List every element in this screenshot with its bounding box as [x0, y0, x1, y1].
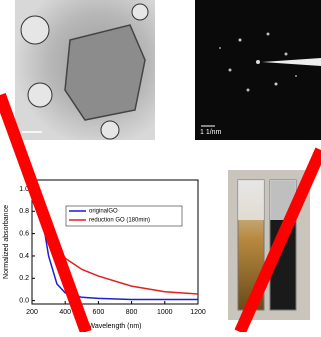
y-axis-label: Normalized absorbance — [3, 205, 10, 279]
x-axis-label: Wavelength (nm) — [88, 323, 141, 330]
saed-image: 1 1/nm — [195, 0, 321, 140]
x-tick-label: 400 — [59, 309, 71, 316]
y-tick-label: 0.0 — [19, 297, 29, 304]
x-tick-label: 200 — [26, 309, 38, 316]
x-tick-label: 800 — [126, 309, 138, 316]
legend-label: originalGO — [89, 209, 118, 215]
scale-label: 1 1/nm — [200, 129, 222, 136]
x-tick-label: 1000 — [157, 309, 173, 316]
y-tick-label: 0.4 — [19, 253, 29, 260]
y-tick-label: 0.6 — [19, 230, 29, 237]
legend-label: reduction GO (180min) — [89, 218, 150, 224]
x-tick-label: 600 — [93, 309, 105, 316]
y-tick-label: 0.8 — [19, 208, 29, 215]
x-tick-label: 1200 — [190, 309, 206, 316]
figure: 1 1/nm Normalized absorbance Wavelength … — [0, 0, 321, 332]
y-tick-label: 0.2 — [19, 275, 29, 282]
tem-image — [15, 0, 155, 140]
